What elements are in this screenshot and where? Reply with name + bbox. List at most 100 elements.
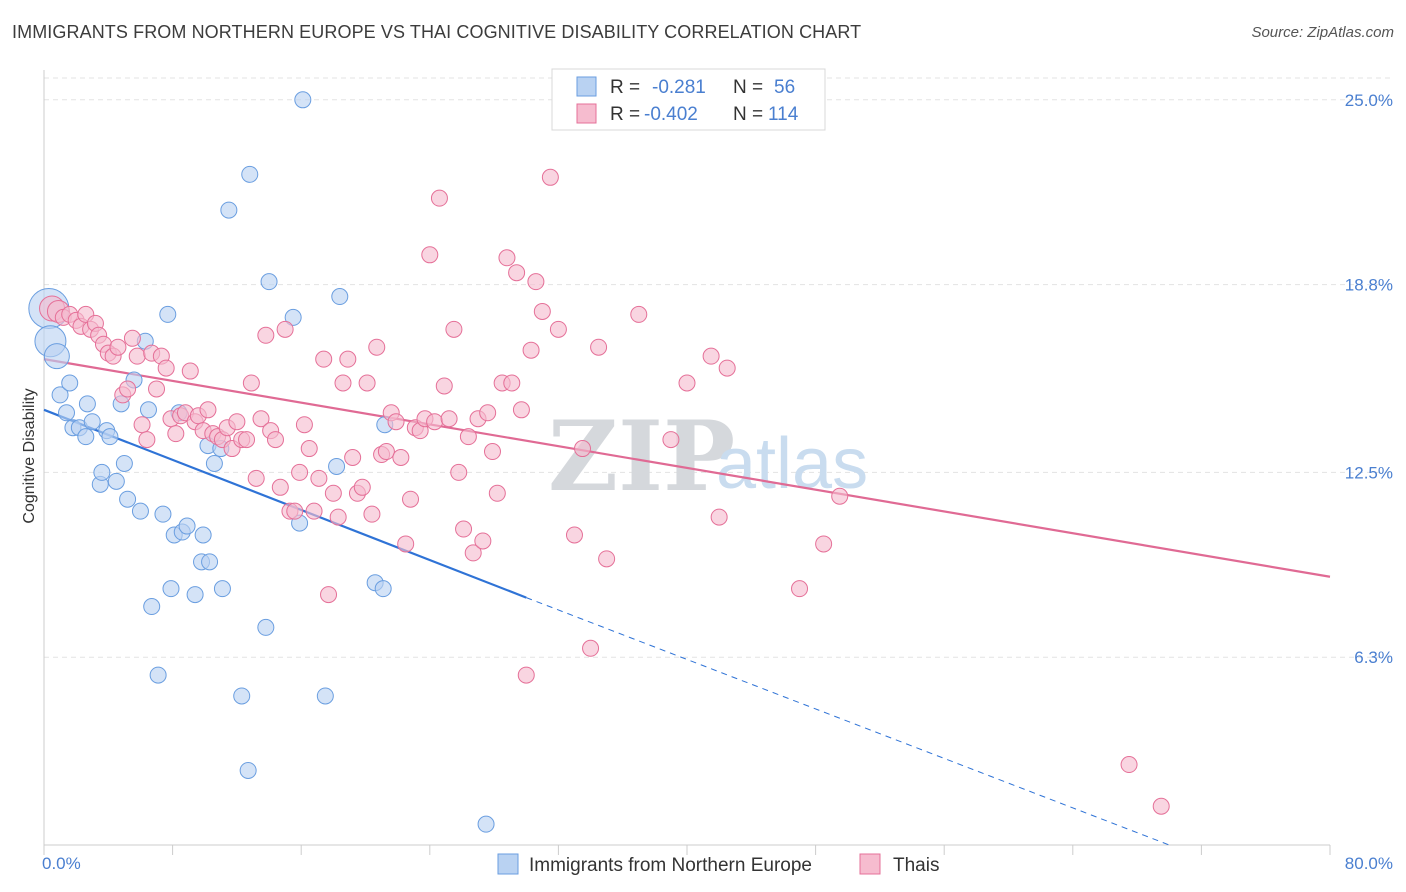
point-thais: [791, 580, 809, 598]
point-northern-europe: [154, 505, 172, 523]
point-northern-europe: [131, 502, 149, 520]
point-thais: [541, 168, 559, 186]
point-thais: [522, 341, 540, 359]
point-thais: [662, 431, 680, 449]
point-thais: [630, 305, 648, 323]
point-thais: [455, 520, 473, 538]
point-northern-europe: [162, 580, 180, 598]
legend-r-value-1: -0.281: [652, 77, 706, 98]
point-northern-europe: [101, 428, 119, 446]
point-northern-europe: [328, 457, 346, 475]
point-thais: [464, 544, 482, 562]
gridlines: [44, 77, 1392, 658]
point-thais: [257, 326, 275, 344]
point-northern-europe: [260, 273, 278, 291]
point-thais: [1120, 756, 1138, 774]
point-thais: [590, 338, 608, 356]
point-thais: [133, 416, 151, 434]
point-thais: [353, 478, 371, 496]
point-northern-europe: [143, 598, 161, 616]
point-northern-europe: [149, 666, 167, 684]
point-thais: [181, 362, 199, 380]
series-legend: Immigrants from Northern Europe Thais: [497, 853, 939, 876]
point-thais: [199, 401, 217, 419]
point-thais: [315, 350, 333, 368]
point-thais: [123, 329, 141, 347]
point-thais: [392, 449, 410, 466]
point-northern-europe: [220, 201, 238, 219]
point-thais: [377, 443, 395, 461]
point-thais: [402, 490, 420, 508]
point-thais: [344, 449, 362, 466]
point-thais: [271, 478, 289, 496]
y-tick-label: 25.0%: [1345, 91, 1393, 110]
point-thais: [512, 401, 530, 419]
point-northern-europe: [284, 308, 302, 326]
point-thais: [291, 463, 309, 481]
point-thais: [426, 413, 444, 431]
y-tick-label: 18.8%: [1345, 276, 1393, 295]
point-thais: [238, 431, 256, 449]
x-axis-ticks: [43, 845, 1331, 855]
x-tick-label-max: 80.0%: [1345, 854, 1393, 873]
point-thais: [440, 410, 458, 428]
point-northern-europe: [241, 165, 259, 183]
point-thais: [320, 586, 338, 604]
point-northern-europe: [139, 401, 157, 419]
point-northern-europe: [43, 343, 70, 370]
point-thais: [815, 535, 833, 553]
point-thais: [387, 413, 405, 431]
point-thais: [710, 508, 728, 526]
trend-line-northern-europe: [43, 408, 527, 599]
legend-box: [551, 68, 826, 131]
legend-swatch-thais: [576, 103, 597, 124]
y-axis-tick-labels: 6.3% 12.5% 18.8% 25.0%: [1345, 91, 1393, 667]
point-northern-europe: [186, 586, 204, 604]
point-northern-europe: [115, 454, 133, 472]
point-northern-europe: [107, 472, 125, 490]
point-northern-europe: [58, 404, 76, 422]
point-northern-europe: [213, 580, 231, 598]
point-thais: [358, 374, 376, 392]
point-thais: [397, 535, 415, 553]
source-label: Source: ZipAtlas.com: [1251, 24, 1394, 41]
point-thais: [363, 505, 381, 523]
point-thais: [295, 416, 313, 434]
point-thais: [157, 359, 175, 377]
point-thais: [286, 502, 304, 520]
point-thais: [435, 377, 453, 395]
point-thais: [488, 484, 506, 502]
watermark-zip: ZIP: [548, 400, 735, 513]
point-thais: [508, 264, 526, 282]
point-northern-europe: [178, 517, 196, 535]
point-thais: [450, 463, 468, 481]
point-thais: [498, 249, 516, 267]
series-legend-label-thais: Thais: [893, 855, 939, 876]
legend-r-label-2: R =: [610, 104, 640, 125]
point-thais: [598, 550, 616, 568]
legend-n-value-1: 56: [774, 77, 795, 98]
point-northern-europe: [239, 761, 257, 779]
point-thais: [831, 487, 849, 505]
point-thais: [445, 320, 463, 338]
point-thais: [109, 338, 127, 356]
point-thais: [527, 273, 545, 291]
point-thais: [678, 374, 696, 392]
point-thais: [503, 374, 521, 392]
point-northern-europe: [61, 374, 79, 392]
point-thais: [421, 246, 439, 264]
point-thais: [252, 410, 270, 428]
point-thais: [430, 189, 448, 207]
point-thais: [702, 347, 720, 365]
point-thais: [549, 320, 567, 338]
y-tick-label: 6.3%: [1354, 648, 1393, 667]
legend-r-value-2: -0.402: [644, 104, 698, 125]
point-thais: [276, 320, 294, 338]
point-thais: [119, 380, 137, 398]
point-northern-europe: [51, 386, 69, 404]
x-tick-label-min: 0.0%: [42, 854, 81, 873]
point-thais: [242, 374, 260, 392]
point-thais: [334, 374, 352, 392]
point-northern-europe: [257, 618, 275, 636]
